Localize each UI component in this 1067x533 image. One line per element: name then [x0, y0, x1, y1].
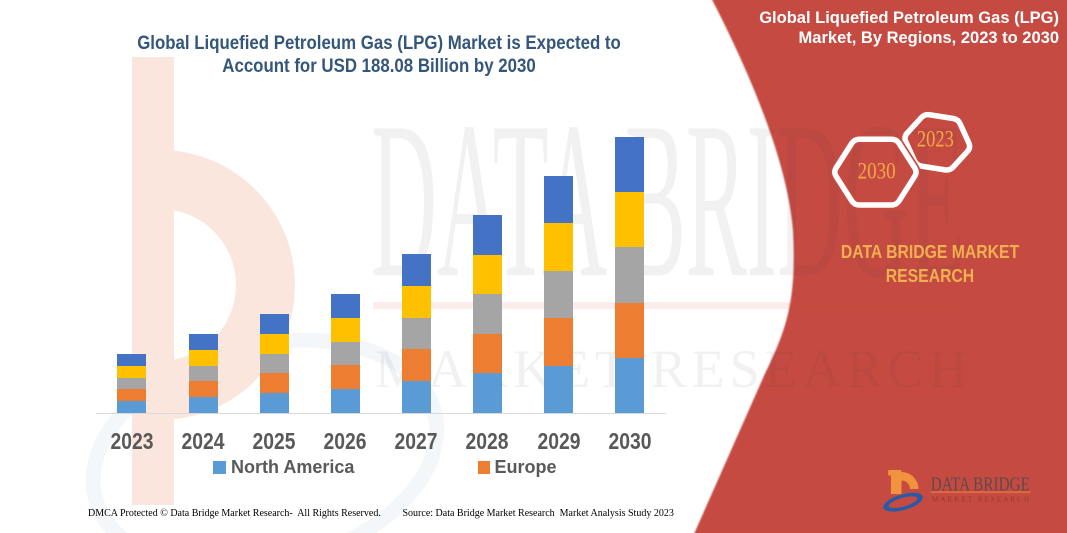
svg-text:2023: 2023 — [917, 126, 954, 151]
svg-text:MARKET RESEARCH: MARKET RESEARCH — [932, 495, 1029, 503]
svg-text:2030: 2030 — [858, 159, 896, 184]
svg-text:DATA BRIDGE: DATA BRIDGE — [931, 472, 1030, 495]
